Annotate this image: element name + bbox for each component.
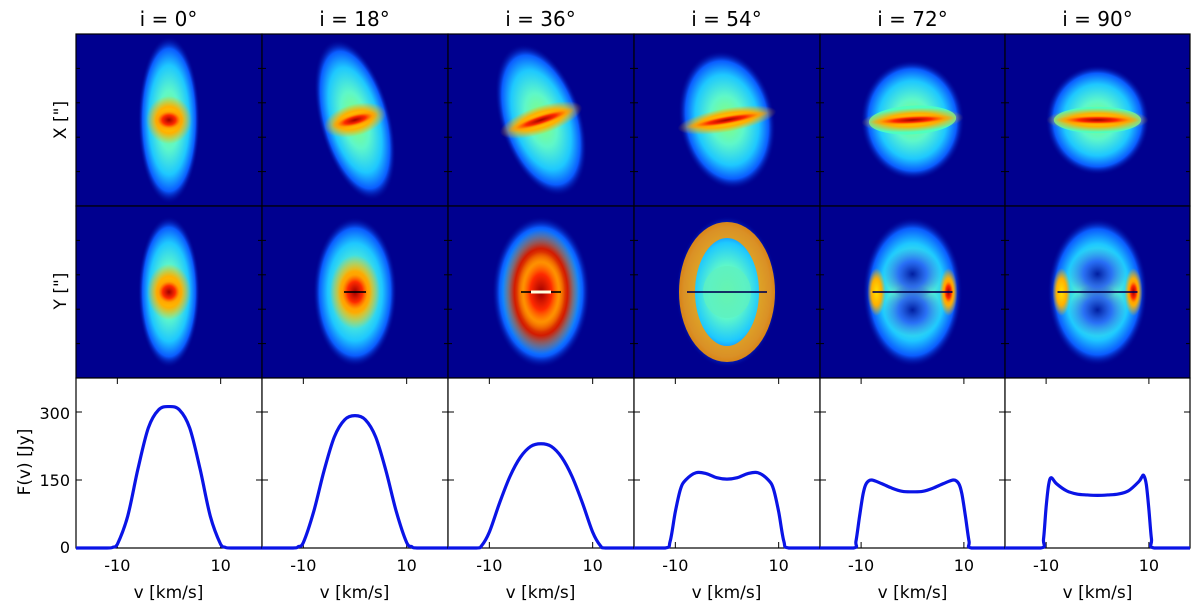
panel-title: i = 0° bbox=[140, 7, 198, 31]
panel-title: i = 18° bbox=[319, 7, 389, 31]
x-image-0 bbox=[138, 36, 200, 204]
x-image-54 bbox=[677, 50, 777, 190]
x-axis-label: v [km/s] bbox=[692, 583, 762, 603]
x-axis-label: v [km/s] bbox=[878, 583, 948, 603]
spectrum-line-54 bbox=[633, 470, 820, 550]
x-tick-label: 10 bbox=[768, 556, 788, 575]
x-axis-label: v [km/s] bbox=[134, 583, 204, 603]
panel-title: i = 54° bbox=[691, 7, 761, 31]
y-tick-label: 300 bbox=[39, 404, 70, 423]
x-emission-core bbox=[154, 109, 184, 131]
ylabel-flux: F(v) [Jy] bbox=[15, 429, 35, 496]
x-tick-label: -10 bbox=[476, 556, 502, 575]
y-emission-core bbox=[155, 278, 183, 306]
x-tick-label: -10 bbox=[290, 556, 316, 575]
spectrum-line-0 bbox=[75, 404, 262, 550]
spectrum-panel bbox=[261, 377, 449, 549]
x-emission-core bbox=[685, 111, 769, 129]
spectrum-line-72 bbox=[819, 478, 1005, 550]
x-emission-core bbox=[331, 110, 379, 130]
x-axis-label: v [km/s] bbox=[320, 583, 390, 603]
x-tick-label: -10 bbox=[1033, 556, 1059, 575]
y-tick-label: 150 bbox=[39, 471, 70, 490]
x-tick-label: 10 bbox=[954, 556, 974, 575]
x-image-90 bbox=[1045, 65, 1150, 175]
x-image-18 bbox=[314, 39, 396, 201]
x-emission-core bbox=[1054, 115, 1141, 125]
x-emission-core bbox=[869, 114, 956, 126]
spectrum-line-90 bbox=[1004, 473, 1190, 550]
x-tick-label: 10 bbox=[210, 556, 230, 575]
y-emission-wedge bbox=[884, 248, 941, 300]
x-tick-label: -10 bbox=[662, 556, 688, 575]
spectrum-panel bbox=[447, 377, 635, 549]
y-image-90 bbox=[1047, 218, 1148, 366]
spectrum-panel bbox=[633, 377, 821, 549]
x-image-72 bbox=[860, 60, 965, 180]
x-tick-label: 10 bbox=[1139, 556, 1159, 575]
y-image-36 bbox=[492, 216, 590, 368]
panel-title: i = 36° bbox=[505, 7, 575, 31]
x-axis-label: v [km/s] bbox=[1063, 583, 1133, 603]
spectrum-panel bbox=[819, 377, 1006, 549]
row-label-x: X ["] bbox=[51, 101, 71, 139]
spectrum-line-36 bbox=[447, 442, 634, 550]
x-image-36 bbox=[494, 43, 588, 197]
y-tick-label: 0 bbox=[60, 538, 70, 557]
x-axis-label: v [km/s] bbox=[506, 583, 576, 603]
x-emission-core bbox=[507, 107, 575, 133]
x-tick-label: 10 bbox=[396, 556, 416, 575]
spectrum-line-18 bbox=[261, 414, 448, 550]
panel-title: i = 90° bbox=[1062, 7, 1132, 31]
y-emission-wedge bbox=[1069, 248, 1126, 300]
y-image-0 bbox=[138, 216, 200, 368]
panel-title: i = 72° bbox=[877, 7, 947, 31]
y-image-54 bbox=[676, 216, 778, 368]
y-image-72 bbox=[862, 217, 963, 367]
y-emission-wedge bbox=[1069, 284, 1126, 336]
x-tick-label: -10 bbox=[848, 556, 874, 575]
y-image-18 bbox=[313, 217, 397, 367]
row-label-y: Y ["] bbox=[51, 273, 71, 311]
x-tick-label: -10 bbox=[104, 556, 130, 575]
spectrum-panel bbox=[1004, 377, 1191, 549]
y-emission-wedge bbox=[884, 284, 941, 336]
x-tick-label: 10 bbox=[582, 556, 602, 575]
spectrum-panel bbox=[75, 377, 263, 549]
plot-area: -10 10 -10 10 -10 10 -10 10 -10 10 -10 10 bbox=[75, 33, 1191, 575]
